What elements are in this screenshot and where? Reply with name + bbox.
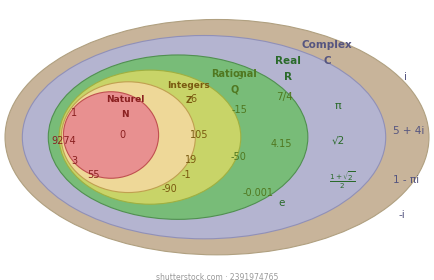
- Text: Complex: Complex: [302, 40, 353, 50]
- Text: $\frac{1+\sqrt{2}}{2}$: $\frac{1+\sqrt{2}}{2}$: [329, 170, 356, 191]
- Text: -9: -9: [235, 71, 244, 81]
- Text: -15: -15: [232, 105, 247, 115]
- Text: Z: Z: [186, 96, 192, 105]
- Text: 0: 0: [120, 130, 126, 140]
- Text: 1: 1: [71, 108, 77, 118]
- Text: √2: √2: [332, 136, 345, 146]
- Ellipse shape: [48, 55, 308, 219]
- Text: -1: -1: [181, 170, 191, 180]
- Ellipse shape: [5, 20, 429, 255]
- Text: -i: -i: [399, 210, 405, 220]
- Text: Real: Real: [276, 56, 301, 66]
- Text: 4.15: 4.15: [270, 139, 292, 149]
- Ellipse shape: [59, 70, 241, 204]
- Text: 7/4: 7/4: [276, 92, 293, 102]
- Text: π: π: [335, 101, 342, 111]
- Ellipse shape: [22, 36, 386, 239]
- Text: Integers: Integers: [168, 81, 210, 90]
- Text: e: e: [279, 198, 285, 208]
- Text: 105: 105: [191, 130, 209, 140]
- Text: 55: 55: [88, 170, 100, 180]
- Text: 9274: 9274: [51, 136, 76, 146]
- Text: 1 - πi: 1 - πi: [394, 176, 420, 185]
- Text: N: N: [122, 110, 129, 119]
- Text: R: R: [284, 72, 293, 81]
- Text: -0.001: -0.001: [243, 188, 273, 197]
- Ellipse shape: [61, 82, 195, 193]
- Text: i: i: [404, 72, 407, 81]
- Text: -50: -50: [231, 152, 247, 162]
- Text: Naturel: Naturel: [106, 95, 145, 104]
- Ellipse shape: [63, 92, 158, 178]
- Text: C: C: [323, 56, 331, 66]
- Text: Rational: Rational: [211, 69, 257, 79]
- Text: -90: -90: [161, 184, 177, 194]
- Text: 5 + 4i: 5 + 4i: [392, 126, 424, 136]
- Text: shutterstock.com · 2391974765: shutterstock.com · 2391974765: [156, 273, 278, 280]
- Text: 3: 3: [71, 156, 77, 166]
- Text: 6: 6: [190, 94, 196, 104]
- Text: 19: 19: [185, 155, 197, 165]
- Text: Q: Q: [230, 85, 238, 95]
